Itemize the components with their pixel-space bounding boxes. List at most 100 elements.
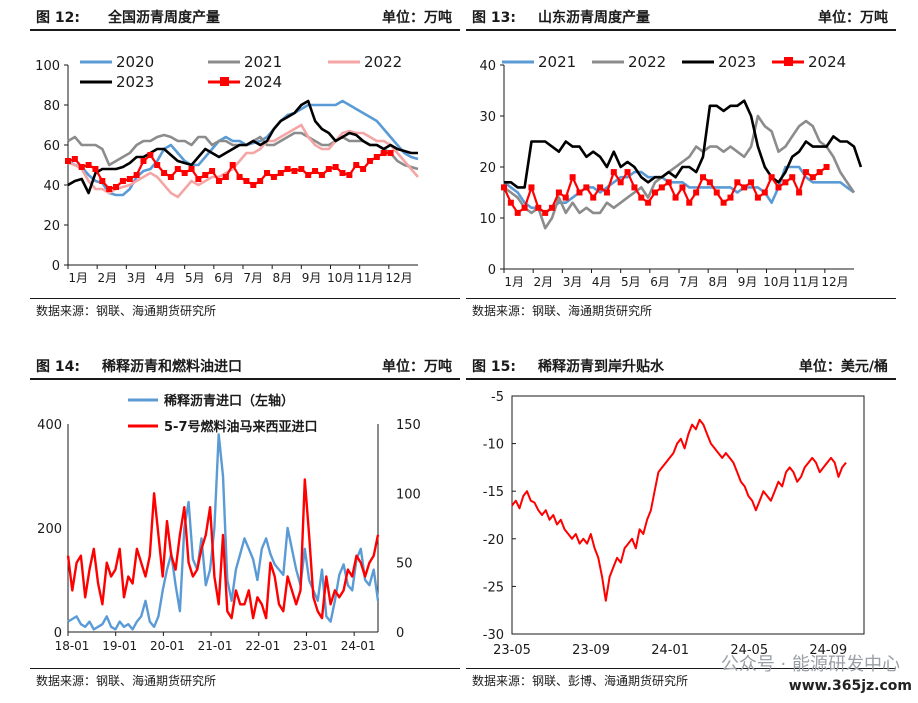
source-divider — [30, 668, 460, 669]
series-line-2024-marker — [126, 176, 133, 182]
series-line-2024-marker — [346, 172, 353, 178]
series-line-2024-marker — [549, 204, 556, 211]
y-tick-label: 20 — [479, 161, 496, 176]
figure-header: 图 13: 山东沥青周度产量 单位：万吨 — [466, 3, 896, 31]
series-line-2024-marker — [555, 189, 562, 196]
x-tick-label: 9月 — [738, 275, 758, 289]
watermark-text: 公众号 · 能源研发中心 — [720, 654, 900, 675]
series-line-2024-marker — [236, 174, 243, 180]
figure-title: 稀释沥青和燃料油进口 — [102, 359, 242, 375]
series-line-2024-marker — [597, 184, 604, 191]
right-tick-label: 150 — [396, 418, 421, 433]
series-line-2024-marker — [161, 170, 168, 176]
series-line-2024-marker — [638, 194, 645, 201]
diluted-bitumen-premium-chart: -30 -25 -20 -15 -10 -5 23-05 23-09 24-01 24-05 24-… — [483, 390, 865, 658]
figure-header: 图 12: 全国沥青周度产量 单位：万吨 — [30, 3, 460, 31]
series-line-2024-marker — [569, 174, 576, 181]
x-tick-label: 3月 — [127, 271, 147, 285]
x-tick-label: 20-01 — [150, 639, 185, 653]
series-line-2022 — [67, 123, 419, 199]
figure-12-panel: 图 12: 全国沥青周度产量 单位：万吨 0 20 40 60 80 100 1月 2月 3月 4… — [30, 3, 460, 333]
series-line-2024-marker — [720, 199, 727, 206]
figure-14-panel: 图 14: 稀释沥青和燃料油进口 单位：万吨 0 200 400 0 50 100 150 1… — [30, 352, 460, 697]
figure-title: 山东沥青周度产量 — [538, 10, 650, 26]
series-line-2024-marker — [92, 166, 99, 172]
series-line-2024-marker — [501, 184, 507, 191]
series-line-2024-marker — [521, 204, 528, 211]
series-line-2024-marker — [284, 166, 291, 172]
y-tick-label: -5 — [491, 390, 504, 405]
series-line-2024-marker — [624, 169, 631, 176]
series-line-2024-marker — [71, 156, 78, 162]
series-line-2023 — [67, 99, 418, 195]
legend-label: 2022 — [628, 53, 666, 71]
right-tick-label: 100 — [396, 487, 421, 502]
x-tick-label: 6月 — [650, 275, 670, 289]
series-line-2024-marker — [809, 174, 816, 181]
series-line-2024-marker — [748, 179, 755, 186]
figure-header: 图 15: 稀释沥青到岸升贴水 单位：美元/桶 — [466, 352, 896, 380]
legend-label: 2024 — [808, 53, 846, 71]
x-tick-label: 7月 — [243, 271, 263, 285]
y-tick-label: -20 — [483, 533, 504, 548]
series-line-2022 — [503, 114, 856, 230]
series-line-2024-marker — [528, 184, 535, 191]
series-line-fueloil — [66, 478, 380, 620]
series-line-2024-marker — [298, 166, 305, 172]
series-line-2024-marker — [154, 162, 161, 168]
x-tick-label: 10月 — [327, 271, 354, 285]
y-tick-label: 0 — [52, 259, 60, 274]
source-divider — [466, 668, 896, 669]
x-tick-label: 23-09 — [572, 643, 610, 658]
x-tick-label: 2月 — [534, 275, 554, 289]
x-tick-label: 23-05 — [493, 643, 531, 658]
x-tick-label: 8月 — [273, 271, 293, 285]
x-tick-label: 24-05 — [730, 643, 768, 658]
series-line-2024-marker — [222, 174, 229, 180]
unit-label: 单位：万吨 — [818, 10, 888, 26]
y-tick-label: -30 — [483, 628, 504, 643]
series-line-2024-marker — [768, 174, 775, 181]
series-line-2024-marker — [366, 158, 373, 164]
x-tick-label: 18-01 — [55, 639, 90, 653]
x-tick-label: 24-01 — [651, 643, 689, 658]
series-line-2024-marker — [257, 178, 264, 184]
legend-marker — [220, 77, 229, 86]
series-line-2024-marker — [603, 189, 610, 196]
legend-marker — [784, 57, 793, 66]
watermark-url: www.365jz.com — [788, 678, 912, 694]
series-line-2024-marker — [507, 199, 514, 206]
series-line-2024-marker — [167, 174, 174, 180]
series-line-2024-marker — [188, 166, 195, 172]
series-line-2024-marker — [229, 162, 236, 168]
series-line-2024-marker — [789, 174, 796, 181]
x-tick-label: 24-01 — [341, 639, 376, 653]
series-line-2024-marker — [802, 169, 809, 176]
x-tick-label: 1月 — [504, 275, 524, 289]
shandong-asphalt-production-chart: 0 10 20 30 40 1月 2月 3月 4月 5月 6月 7月 8月 9月 10月 11月 12月 2021… — [479, 53, 863, 289]
legend-label: 2021 — [244, 53, 282, 71]
legend-label: 2024 — [244, 73, 282, 91]
series-line-2024-marker — [665, 179, 672, 186]
series-line-2024-marker — [754, 194, 761, 201]
x-tick-label: 22-01 — [245, 639, 280, 653]
right-tick-label: 0 — [396, 626, 404, 641]
series-line-2024-marker — [514, 209, 521, 216]
data-source: 数据来源：钢联、彭博、海通期货研究所 — [472, 674, 689, 688]
series-line-2024-marker — [727, 194, 734, 201]
x-tick-label: 2月 — [98, 271, 118, 285]
x-tick-label: 7月 — [679, 275, 699, 289]
series-line-2024-marker — [209, 168, 216, 174]
series-line-2024-marker — [264, 170, 271, 176]
y-tick-label: 100 — [35, 59, 60, 74]
series-line-2024-marker — [106, 186, 113, 192]
data-source: 数据来源：钢联、海通期货研究所 — [472, 304, 653, 318]
series-line-2024-marker — [353, 162, 360, 168]
x-tick-label: 4月 — [156, 271, 176, 285]
x-tick-label: 9月 — [302, 271, 322, 285]
series-line-2024-marker — [147, 152, 154, 158]
series-line-2024-marker — [277, 170, 284, 176]
series-line-2024-marker — [631, 184, 638, 191]
series-line-2024-marker — [583, 184, 590, 191]
series-line-2024-marker — [387, 150, 394, 156]
